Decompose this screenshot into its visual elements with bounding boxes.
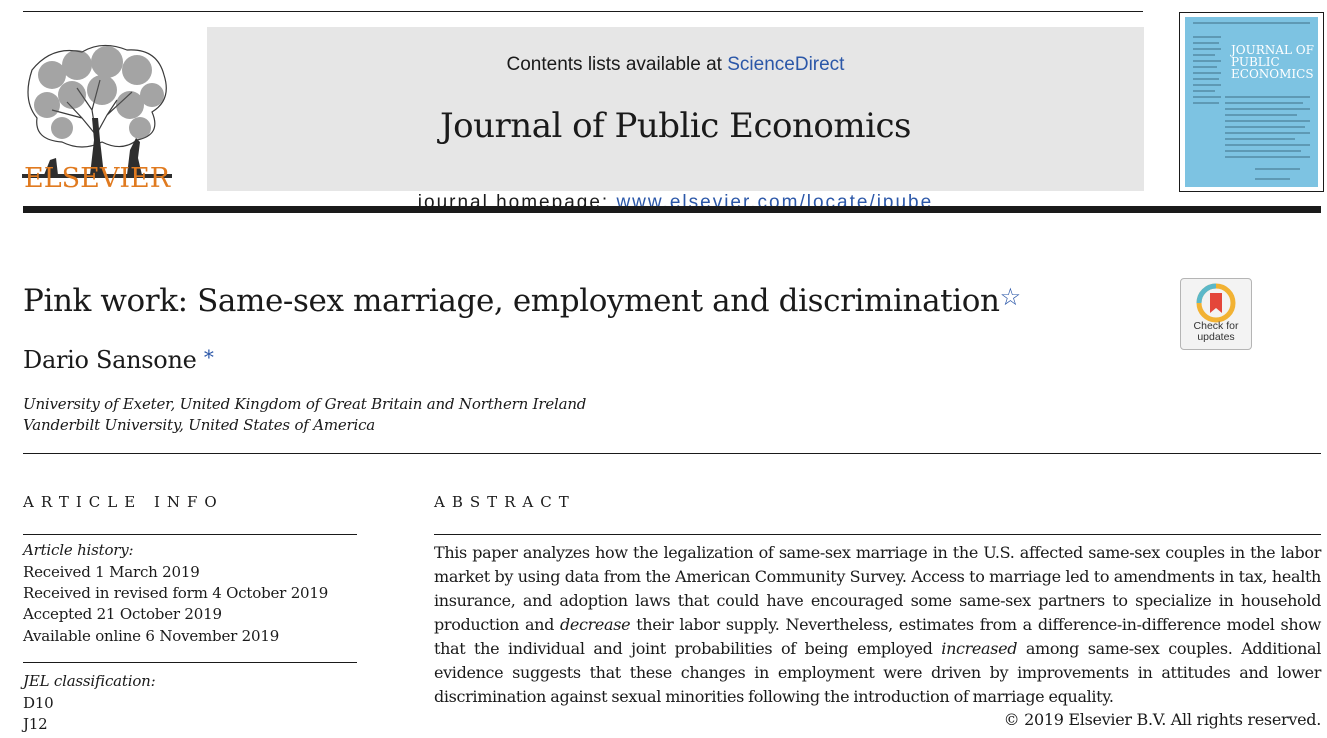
affiliation-1: University of Exeter, United Kingdom of … — [23, 395, 587, 413]
article-title: Pink work: Same-sex marriage, employment… — [23, 283, 1021, 319]
article-info-rule-top — [23, 534, 357, 535]
contents-prefix: Contents lists available at — [506, 54, 728, 75]
jel-classification-label: JEL classification: — [23, 672, 156, 690]
elsevier-tree-logo-icon[interactable] — [22, 25, 172, 195]
elsevier-wordmark: ELSEVIER — [24, 163, 171, 194]
journal-cover-thumbnail[interactable]: JOURNAL OF PUBLIC ECONOMICS — [1179, 12, 1324, 192]
article-info-heading: ARTICLE INFO — [23, 493, 224, 511]
abstract-part-3: among same-sex couples. Additional evide… — [434, 639, 1322, 706]
history-received: Received 1 March 2019 — [23, 563, 200, 581]
check-for-updates-label: Check for updates — [1193, 320, 1239, 343]
abstract-part-2: their labor supply. Nevertheless, estima… — [434, 615, 1321, 658]
journal-name[interactable]: Journal of Public Economics — [440, 106, 911, 146]
article-info-rule-middle — [23, 662, 357, 663]
abstract-emphasis-decrease: decrease — [560, 615, 631, 634]
title-footnote-star-icon[interactable]: ☆ — [999, 283, 1022, 311]
sciencedirect-link[interactable]: ScienceDirect — [727, 54, 845, 75]
check-for-updates-icon — [1196, 283, 1236, 323]
abstract-text: This paper analyzes how the legalization… — [434, 541, 1321, 709]
top-rule — [23, 11, 1143, 12]
contents-line: Contents lists available at ScienceDirec… — [207, 54, 1144, 76]
author-name: Dario Sansone * — [23, 345, 214, 374]
abstract-emphasis-increased: increased — [941, 639, 1018, 658]
journal-banner: Contents lists available at ScienceDirec… — [207, 27, 1144, 213]
history-online: Available online 6 November 2019 — [23, 627, 280, 645]
jel-code: J12 — [23, 715, 48, 733]
abstract-heading: ABSTRACT — [434, 493, 576, 511]
history-revised: Received in revised form 4 October 2019 — [23, 584, 329, 602]
header-thick-rule — [23, 206, 1321, 213]
author-footnote-star-icon[interactable]: * — [203, 345, 214, 369]
history-accepted: Accepted 21 October 2019 — [23, 605, 222, 623]
section-divider — [23, 453, 1321, 454]
jel-code: D10 — [23, 694, 54, 712]
abstract-rule — [434, 534, 1321, 535]
cover-toc-lines-icon — [1193, 22, 1310, 180]
article-title-text: Pink work: Same-sex marriage, employment… — [23, 283, 1000, 319]
cover-art: JOURNAL OF PUBLIC ECONOMICS — [1185, 17, 1318, 187]
article-history-label: Article history: — [23, 541, 134, 559]
copyright-notice: © 2019 Elsevier B.V. All rights reserved… — [1003, 710, 1322, 729]
check-for-updates-button[interactable]: Check for updates — [1180, 278, 1252, 350]
author-name-text[interactable]: Dario Sansone — [23, 346, 197, 374]
abstract-part-1: This paper analyzes how the legalization… — [434, 543, 1321, 634]
cover-title: JOURNAL OF PUBLIC ECONOMICS — [1231, 43, 1314, 81]
affiliation-2: Vanderbilt University, United States of … — [23, 416, 376, 434]
